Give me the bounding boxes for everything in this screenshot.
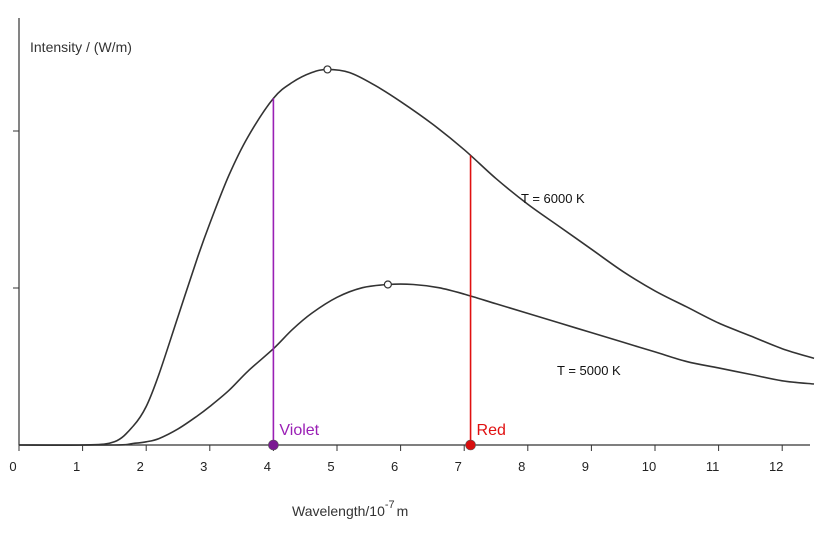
x-axis-title-unit: m — [397, 503, 409, 519]
labels: Intensity / (W/m) Wavelength/10-7 m — [30, 39, 408, 519]
marker-label-violet: Violet — [279, 422, 319, 439]
marker-dot-violet[interactable] — [268, 439, 279, 451]
x-tick-label: 9 — [582, 459, 589, 474]
x-tick-label: 4 — [264, 459, 271, 474]
x-tick-label: 10 — [642, 459, 656, 474]
x-tick-label: 6 — [391, 459, 398, 474]
marker-label-red: Red — [477, 422, 506, 439]
axes: 0 1 2 3 4 5 6 7 8 9 10 11 12 — [9, 18, 810, 474]
x-tick-label: 11 — [706, 459, 720, 474]
x-tick-label: 0 — [9, 459, 16, 474]
series-label-t-6000-k: T = 6000 K — [521, 191, 585, 206]
peak-point — [383, 280, 392, 289]
x-tick-label: 3 — [200, 459, 207, 474]
y-axis-title: Intensity / (W/m) — [30, 39, 132, 55]
curves: T = 6000 K T = 5000 K — [18, 65, 815, 447]
x-tick-label: 2 — [137, 459, 144, 474]
markers: Violet Red — [268, 98, 506, 451]
x-tick-label: 5 — [327, 459, 334, 474]
x-tick-label: 7 — [455, 459, 462, 474]
x-tick-label: 12 — [769, 459, 783, 474]
series-label-t-5000-k: T = 5000 K — [557, 363, 621, 378]
x-tick-label: 1 — [73, 459, 80, 474]
x-axis-title-exponent: -7 — [385, 499, 395, 511]
marker-dot-red[interactable] — [465, 439, 476, 451]
series-line-t-5000-k — [18, 283, 815, 446]
x-axis-title-base: Wavelength/10 — [292, 503, 385, 519]
x-tick-label: 8 — [518, 459, 525, 474]
peak-point — [323, 65, 332, 74]
x-axis-title: Wavelength/10-7 m — [292, 499, 408, 519]
series-line-t-6000-k — [18, 68, 815, 447]
